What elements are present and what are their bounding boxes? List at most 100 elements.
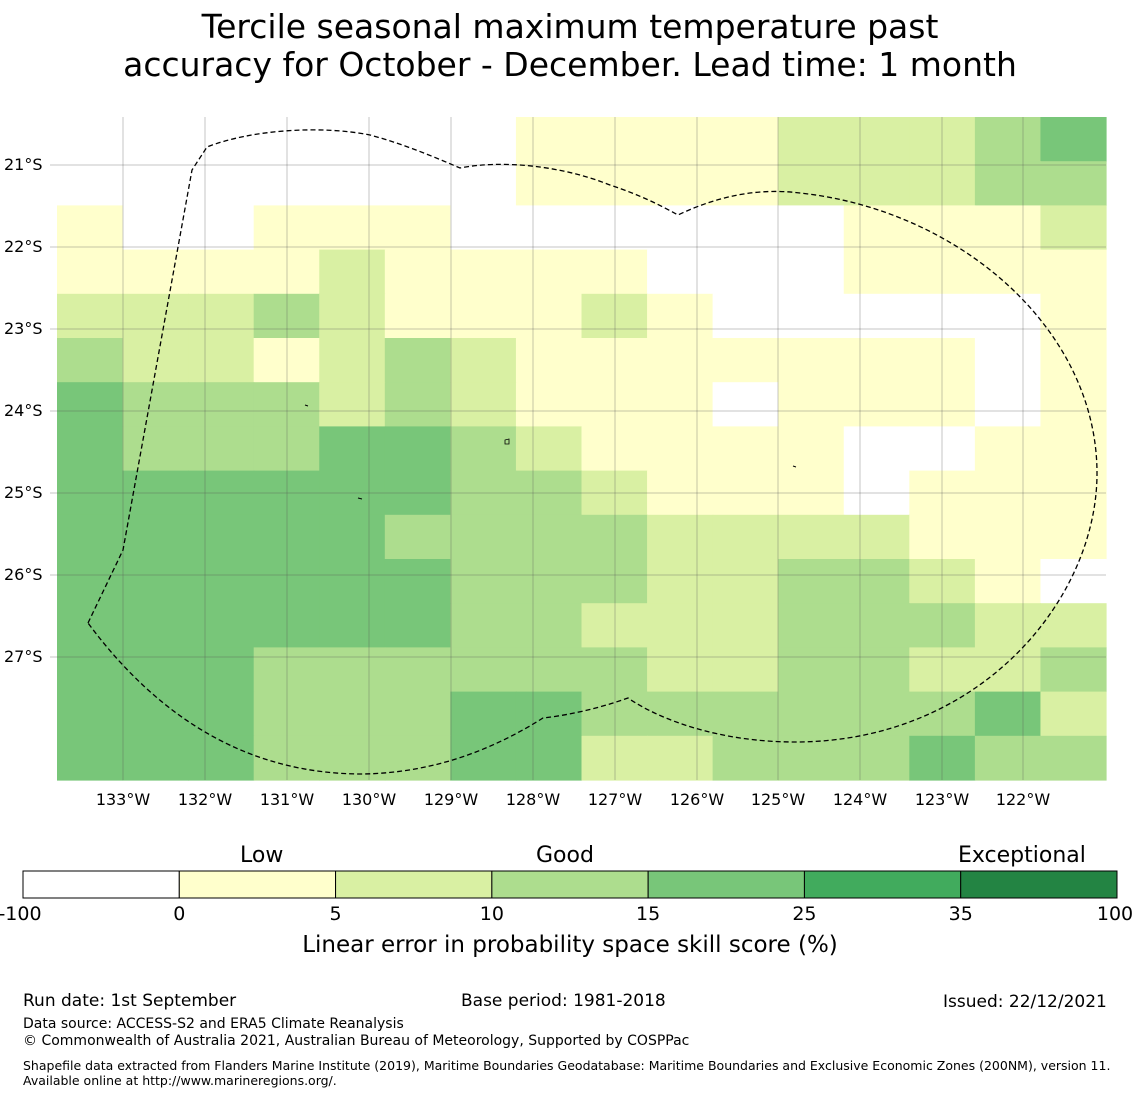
colorbar-tick: 5 <box>329 903 342 925</box>
grid-cell <box>188 603 255 648</box>
grid-cell <box>188 249 255 295</box>
chart-title: Tercile seasonal maximum temperature pas… <box>0 8 1140 84</box>
grid-cell <box>188 382 255 427</box>
grid-cell <box>450 249 517 295</box>
latitude-label: 26°S <box>4 565 43 584</box>
longitude-label: 132°W <box>177 790 233 809</box>
grid-cell <box>188 426 255 472</box>
grid-cell <box>581 382 648 427</box>
grid-cell <box>188 338 255 383</box>
grid-cell <box>57 161 124 206</box>
grid-cell <box>647 249 714 295</box>
grid-cell <box>778 603 845 648</box>
latitude-label: 21°S <box>4 155 43 174</box>
grid-cell <box>384 426 451 472</box>
grid-cell <box>515 161 583 206</box>
grid-cell <box>581 338 648 383</box>
grid-cell <box>319 559 386 604</box>
colorbar-segment <box>491 870 649 899</box>
grid-cell <box>515 559 583 604</box>
grid-cell <box>1040 382 1107 427</box>
grid-cell <box>581 205 648 251</box>
grid-cell <box>843 426 910 472</box>
grid-cell <box>712 691 779 737</box>
grid-cell <box>384 514 451 560</box>
grid-cell <box>253 117 320 162</box>
grid-cell <box>581 161 648 206</box>
grid-cell <box>712 559 779 604</box>
grid-cell <box>909 117 976 162</box>
grid-cell <box>909 426 976 472</box>
grid-cell <box>843 603 910 648</box>
grid-cell <box>581 293 648 339</box>
grid-cell <box>253 603 320 648</box>
grid-cell <box>974 647 1042 693</box>
grid-cell <box>909 514 976 560</box>
grid-cell <box>122 691 189 737</box>
grid-cell <box>122 249 189 295</box>
grid-cell <box>450 603 517 648</box>
grid-cell <box>1040 117 1107 162</box>
latitude-label: 22°S <box>4 237 43 256</box>
grid-cell <box>450 514 517 560</box>
grid-cell <box>450 382 517 427</box>
grid-cell <box>122 161 189 206</box>
grid-cell <box>909 382 976 427</box>
grid-cell <box>384 559 451 604</box>
grid-cell <box>188 559 255 604</box>
colorbar-segment <box>803 870 962 899</box>
colorbar-segment <box>335 870 493 899</box>
grid-cell <box>57 426 124 472</box>
grid-cell <box>57 293 124 339</box>
grid-cell <box>712 382 779 427</box>
grid-cell <box>122 382 189 427</box>
longitude-label: 129°W <box>423 790 479 809</box>
grid-cell <box>57 735 124 781</box>
grid-cell <box>1040 161 1107 206</box>
grid-cell <box>57 647 124 693</box>
grid-cell <box>909 691 976 737</box>
grid-cell <box>712 293 779 339</box>
grid-cell <box>974 293 1042 339</box>
grid-cell <box>778 735 845 781</box>
eez-boundary <box>87 129 1098 775</box>
grid-cell <box>188 161 255 206</box>
grid-cell <box>253 161 320 206</box>
grid-cell <box>188 514 255 560</box>
grid-cell <box>974 117 1042 162</box>
grid-cell <box>57 382 124 427</box>
grid-cell <box>581 470 648 516</box>
grid-cell <box>384 338 451 383</box>
grid-cell <box>122 559 189 604</box>
grid-cell <box>384 647 451 693</box>
grid-cell <box>581 426 648 472</box>
grid-cell <box>57 249 124 295</box>
grid-cell <box>253 735 320 781</box>
grid-cell <box>581 559 648 604</box>
grid-cell <box>253 338 320 383</box>
grid-cell <box>384 470 451 516</box>
grid-cell <box>188 691 255 737</box>
grid-cell <box>581 735 648 781</box>
colorbar-tick: -100 <box>0 903 42 925</box>
grid-cell <box>909 293 976 339</box>
grid-cell <box>188 117 255 162</box>
grid-cell <box>778 338 845 383</box>
grid-cell <box>515 470 583 516</box>
grid-cell <box>384 249 451 295</box>
grid-cell <box>384 205 451 251</box>
grid-cell <box>647 161 714 206</box>
grid-cell <box>384 691 451 737</box>
grid-cell <box>122 514 189 560</box>
colorbar <box>22 870 1118 899</box>
grid-cell <box>253 249 320 295</box>
grid-cell <box>57 691 124 737</box>
grid-cell <box>712 514 779 560</box>
map-grid-cells <box>57 117 1107 781</box>
grid-cell <box>515 514 583 560</box>
grid-cell <box>778 382 845 427</box>
grid-cell <box>647 117 714 162</box>
grid-cell <box>647 647 714 693</box>
grid-cell <box>188 205 255 251</box>
shapefile-credit: Shapefile data extracted from Flanders M… <box>23 1058 1111 1088</box>
